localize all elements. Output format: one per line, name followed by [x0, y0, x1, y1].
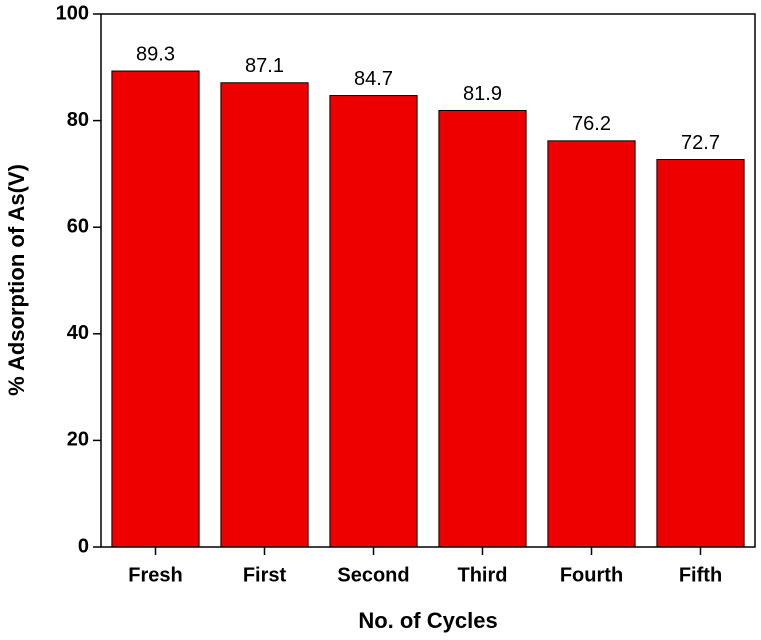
y-tick-label: 20	[67, 429, 89, 451]
bar	[220, 82, 309, 548]
y-tick-label: 80	[67, 109, 89, 131]
y-tick-label: 60	[67, 215, 89, 237]
x-tick-label: Fifth	[679, 564, 722, 586]
value-label: 72.7	[681, 132, 720, 154]
y-tick-label: 40	[67, 322, 89, 344]
x-tick-label: Fourth	[560, 564, 623, 586]
y-tick-label: 0	[78, 535, 89, 557]
value-label: 87.1	[245, 55, 284, 77]
bar	[329, 95, 418, 548]
y-tick-label: 100	[56, 2, 89, 24]
x-tick-label: Second	[337, 564, 409, 586]
x-tick-label: First	[243, 564, 287, 586]
x-tick-label: Fresh	[128, 564, 182, 586]
y-axis-title: % Adsorption of As(V)	[4, 164, 29, 396]
bar	[547, 140, 636, 548]
bar	[111, 70, 200, 548]
x-tick-label: Third	[458, 564, 508, 586]
plot-frame	[100, 13, 756, 548]
value-label: 81.9	[463, 83, 502, 105]
x-axis-title: No. of Cycles	[358, 608, 497, 633]
bar	[656, 159, 745, 548]
bar	[438, 109, 527, 548]
value-label: 84.7	[354, 68, 393, 90]
value-label: 76.2	[572, 113, 611, 135]
value-label: 89.3	[136, 43, 175, 65]
